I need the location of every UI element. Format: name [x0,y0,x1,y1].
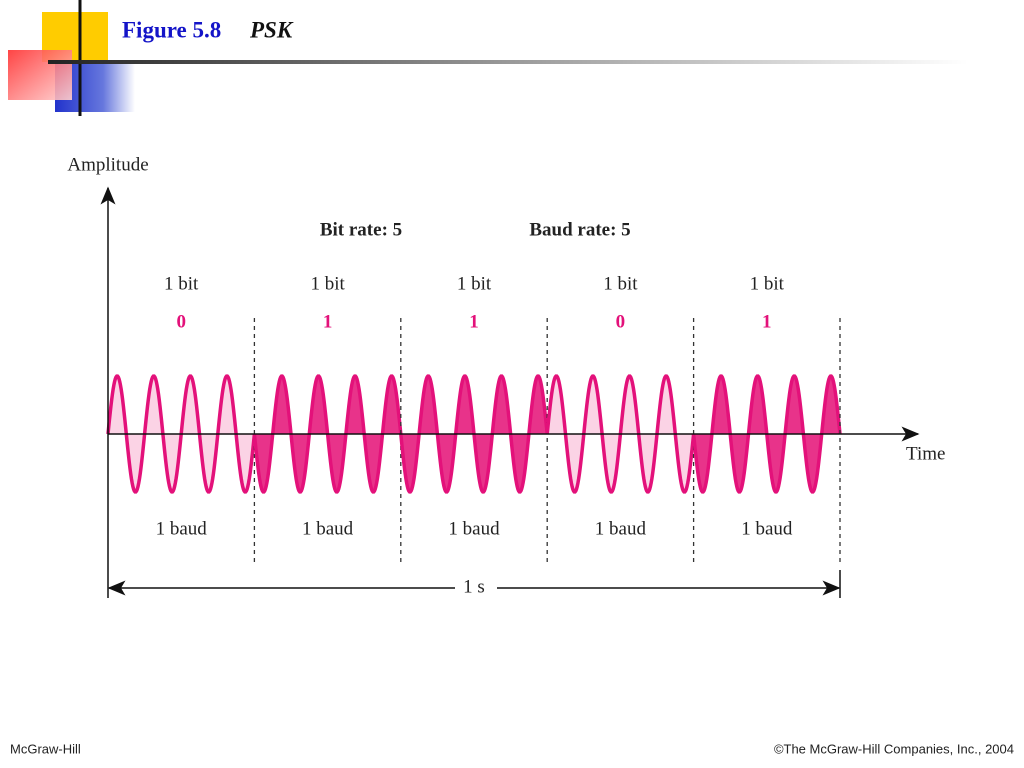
duration-label: 1 s [463,576,485,597]
footer-left: McGraw-Hill [10,741,81,756]
figure-number: Figure 5.8 [122,17,221,42]
bit-value: 0 [176,311,186,332]
bit-value: 1 [762,311,772,332]
baud-label: 1 baud [595,518,647,539]
baud-label: 1 baud [741,518,793,539]
bit-value: 0 [616,311,626,332]
bit-rate: Bit rate: 5 [320,219,402,240]
bit-label: 1 bit [457,273,492,294]
deco-hline [48,60,968,64]
psk-diagram: Amplitude Time Bit rate: 5 Baud rate: 5 … [67,154,945,598]
bit-value: 1 [323,311,333,332]
baud-label: 1 baud [156,518,208,539]
bit-label: 1 bit [603,273,638,294]
bit-label: 1 bit [750,273,785,294]
bit-label: 1 bit [164,273,199,294]
baud-label: 1 baud [448,518,500,539]
bit-label: 1 bit [310,273,345,294]
deco-red [8,50,72,100]
baud-rate: Baud rate: 5 [529,219,630,240]
x-axis-label: Time [906,443,945,464]
y-axis-label: Amplitude [67,154,148,175]
footer-right: ©The McGraw-Hill Companies, Inc., 2004 [774,741,1014,756]
bit-value: 1 [469,311,479,332]
figure-title: PSK [249,17,294,42]
baud-label: 1 baud [302,518,354,539]
